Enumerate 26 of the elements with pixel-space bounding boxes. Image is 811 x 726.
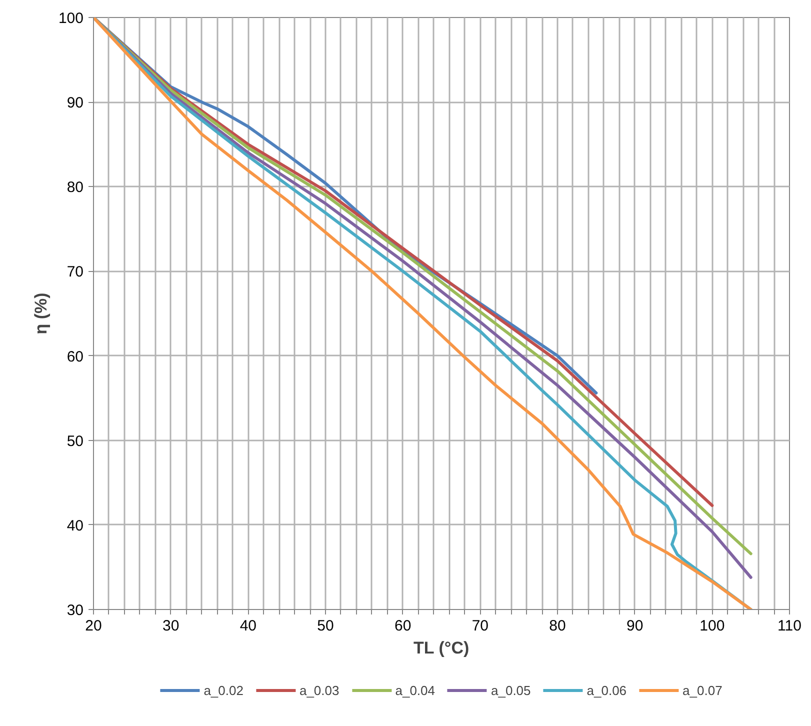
x-tick-label: 90 <box>626 618 644 634</box>
x-tick-label: 30 <box>162 618 180 634</box>
y-tick-label: 50 <box>66 432 84 450</box>
y-axis-title: η (%) <box>31 292 50 334</box>
y-tick-label: 100 <box>58 10 84 27</box>
legend-label: a_0.05 <box>491 682 531 698</box>
x-tick-label: 50 <box>317 618 334 634</box>
y-tick-label: 60 <box>66 348 84 366</box>
y-tick-label: 90 <box>66 94 84 112</box>
legend-label: a_0.02 <box>204 682 244 698</box>
x-tick-label: 80 <box>549 618 566 634</box>
x-tick-label: 20 <box>85 618 102 634</box>
legend-label: a_0.04 <box>395 682 435 698</box>
legend-label: a_0.06 <box>586 682 627 698</box>
y-tick-label: 40 <box>66 517 84 534</box>
y-tick-label: 80 <box>66 179 84 196</box>
x-axis-title: TL (°C) <box>414 638 470 658</box>
x-tick-label: 40 <box>240 618 257 634</box>
y-tick-label: 30 <box>66 602 84 619</box>
x-tick-label: 60 <box>394 618 412 634</box>
x-tick-label: 100 <box>700 618 725 634</box>
x-tick-label: 70 <box>472 618 489 634</box>
x-tick-label: 110 <box>778 618 802 634</box>
legend-label: a_0.07 <box>682 682 722 698</box>
y-tick-label: 70 <box>66 264 84 281</box>
legend-label: a_0.03 <box>299 682 340 698</box>
